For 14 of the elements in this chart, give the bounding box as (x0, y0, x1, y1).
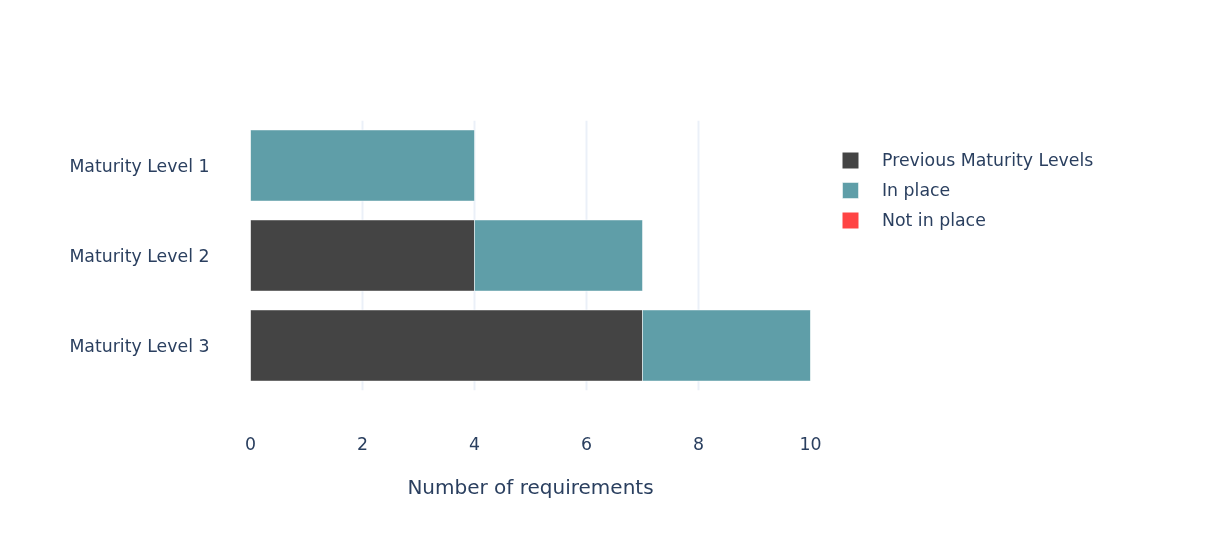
x-axis-title: Number of requirements (407, 474, 654, 499)
y-tick-label: Maturity Level 1 (69, 155, 210, 176)
x-tick-label: 10 (799, 433, 822, 454)
legend-label: Previous Maturity Levels (882, 150, 1094, 170)
x-tick-label: 4 (468, 433, 481, 454)
x-tick-label: 6 (580, 433, 593, 454)
x-tick-label: 2 (356, 433, 369, 454)
y-tick-label: Maturity Level 2 (69, 245, 210, 266)
x-tick-label: 0 (244, 433, 257, 454)
bar (250, 129, 475, 202)
legend-label: Not in place (882, 210, 986, 230)
legend-label: In place (882, 180, 951, 200)
y-tick-label: Maturity Level 3 (69, 335, 210, 356)
x-tick-label: 8 (692, 433, 705, 454)
